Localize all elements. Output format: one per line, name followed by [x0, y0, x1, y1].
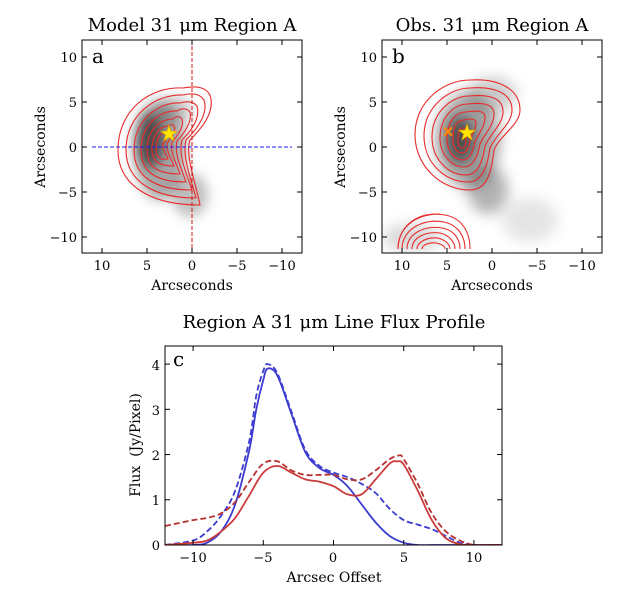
panel-a-ylabel: Arcseconds: [33, 106, 49, 189]
panel-a-xtick: 10: [94, 259, 111, 274]
panel-b-ytick: −10: [350, 231, 377, 246]
panel-b-xtick: −10: [568, 259, 595, 274]
panel-b-title: Obs. 31 μm Region A: [396, 15, 590, 36]
panel-a: Model 31 μm Region A ★ a: [33, 15, 303, 294]
panel-c-ytick: 4: [152, 359, 160, 374]
panel-c: Region A 31 μm Line Flux Profile c −10 −…: [128, 312, 503, 586]
panel-b: Obs. 31 μm Region A: [333, 15, 603, 294]
panel-c-ylabel: Flux (Jy/Pixel): [128, 393, 144, 497]
panel-b-contours: [397, 79, 521, 250]
panel-c-xtick: 0: [329, 551, 337, 566]
panel-a-xlabel: Arcseconds: [150, 278, 233, 294]
panel-b-xtick: 0: [488, 259, 496, 274]
panel-a-xtick: −10: [268, 259, 295, 274]
panel-c-title: Region A 31 μm Line Flux Profile: [183, 312, 486, 333]
series-line-blue-dashed: [165, 363, 502, 545]
panel-a-xtick: 0: [188, 259, 196, 274]
panel-a-star-marker: ★: [159, 122, 179, 147]
panel-a-contours: [117, 86, 212, 206]
panel-a-ytick: −10: [50, 231, 77, 246]
panel-c-ticks: [165, 346, 502, 546]
panel-a-ytick: 5: [69, 96, 77, 111]
panel-c-ytick: 3: [152, 404, 160, 419]
panel-c-xtick: 5: [400, 551, 408, 566]
panel-b-xtick: 10: [394, 259, 411, 274]
panel-a-label: a: [92, 44, 104, 68]
panel-c-xlabel: Arcsec Offset: [286, 570, 382, 586]
panel-a-title: Model 31 μm Region A: [88, 15, 298, 36]
panel-a-heatmap: [134, 96, 208, 217]
series-line-red_dashed-dashed: [165, 454, 502, 545]
panel-b-ticks: [382, 40, 602, 253]
panel-b-ytick: 0: [369, 141, 377, 156]
panel-a-ytick: −5: [58, 186, 77, 201]
panel-b-ytick: −5: [358, 186, 377, 201]
panel-c-xtick: 10: [466, 551, 483, 566]
panel-c-ytick: 0: [152, 539, 160, 554]
panel-b-cross-marker: ✕: [442, 123, 455, 141]
panel-b-xtick: 5: [443, 259, 451, 274]
panel-b-heatmap: [382, 77, 558, 252]
panel-b-xtick: −5: [527, 259, 546, 274]
panel-c-xtick: −5: [253, 551, 272, 566]
panel-a-xtick: −5: [227, 259, 246, 274]
panel-c-frame: [164, 345, 503, 546]
panel-b-star-marker: ★: [457, 121, 477, 146]
panel-b-ylabel: Arcseconds: [333, 106, 349, 189]
panel-c-ytick: 2: [152, 449, 160, 464]
panel-b-ytick: 10: [360, 51, 377, 66]
panel-b-xlabel: Arcseconds: [450, 278, 533, 294]
panel-a-ytick: 0: [69, 141, 77, 156]
panel-a-ticks: [82, 40, 302, 253]
panel-c-ytick: 1: [152, 494, 160, 509]
series-line-red-solid: [165, 460, 502, 545]
panel-c-series-group: [165, 363, 502, 545]
panel-a-xtick: 5: [143, 259, 151, 274]
panel-c-xtick: −10: [179, 551, 206, 566]
panel-b-ytick: 5: [369, 96, 377, 111]
panel-b-label: b: [392, 44, 405, 68]
panel-a-ytick: 10: [60, 51, 77, 66]
panel-c-label: c: [173, 347, 184, 371]
series-line-blue-solid: [165, 367, 502, 545]
